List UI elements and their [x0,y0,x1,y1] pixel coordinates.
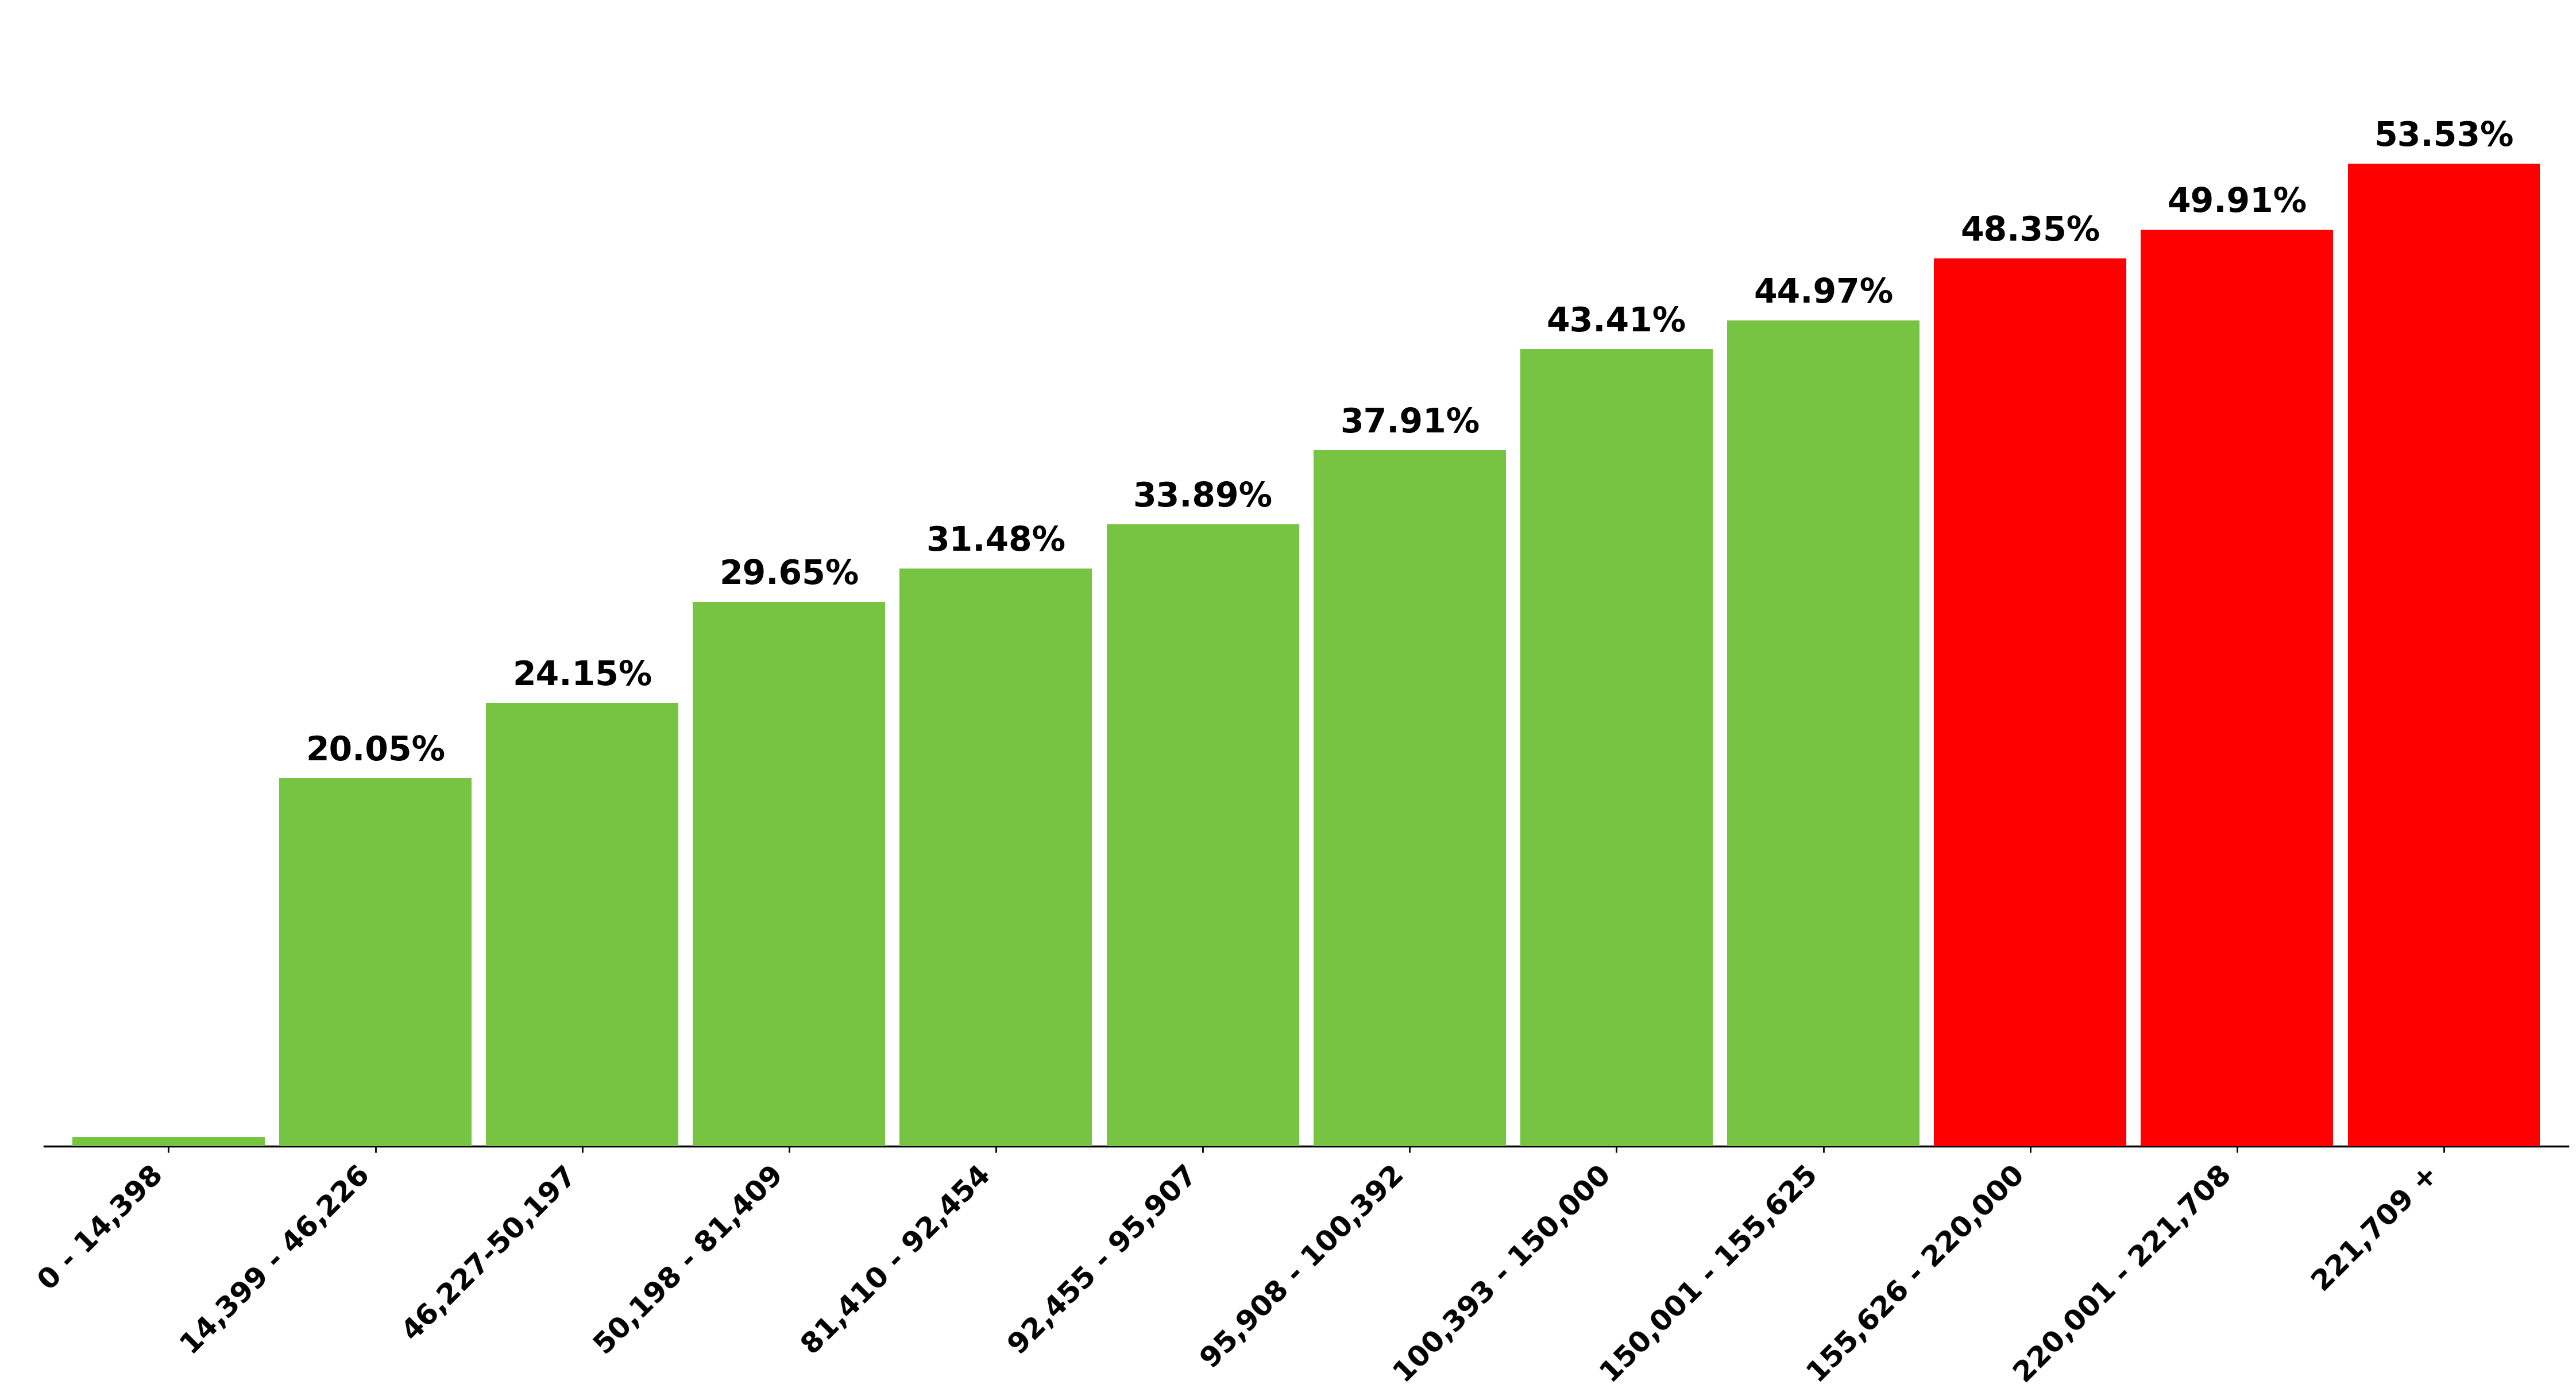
Bar [1935,258,2125,1146]
Bar [1726,321,1919,1146]
Bar [1108,524,1298,1146]
Text: 37.91%: 37.91% [1340,406,1479,440]
Bar [1520,349,1713,1146]
Text: 20.05%: 20.05% [307,734,446,768]
Bar [72,1138,265,1146]
Bar [693,602,886,1146]
Text: 49.91%: 49.91% [2166,186,2308,219]
Bar [487,704,677,1146]
Text: 33.89%: 33.89% [1133,480,1273,514]
Text: 24.15%: 24.15% [513,659,652,692]
Text: 31.48%: 31.48% [927,525,1066,557]
Text: 43.41%: 43.41% [1546,306,1687,338]
Bar [899,568,1092,1146]
Text: 48.35%: 48.35% [1960,215,2099,247]
Text: 29.65%: 29.65% [719,558,858,591]
Text: 53.53%: 53.53% [2375,120,2514,152]
Bar [278,779,471,1146]
Text: 44.97%: 44.97% [1754,276,1893,310]
Bar [2347,163,2540,1146]
Bar [1314,451,1507,1146]
Bar [2141,230,2334,1146]
